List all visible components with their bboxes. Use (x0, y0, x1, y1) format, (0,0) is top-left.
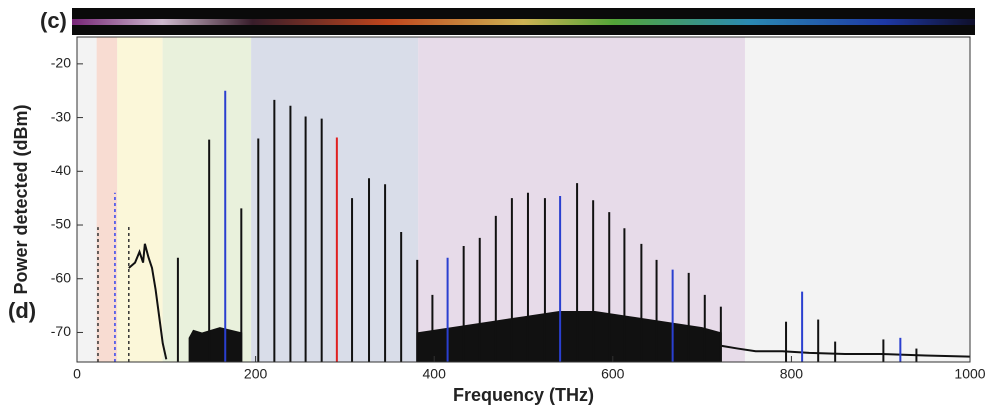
band (418, 37, 745, 362)
x-tick-label: 200 (244, 366, 268, 382)
trace (128, 243, 168, 360)
x-tick-label: 1000 (954, 366, 985, 382)
x-tick-label: 600 (601, 366, 625, 382)
y-tick-label: -30 (51, 108, 71, 124)
band (162, 37, 252, 362)
y-tick-label: -60 (51, 269, 71, 285)
y-tick-label: -70 (51, 323, 71, 339)
panel-label: (d) (8, 298, 36, 323)
spectrum-strip-light (72, 19, 975, 25)
panel-label: (c) (40, 8, 67, 33)
y-tick-label: -40 (51, 162, 71, 178)
band (117, 37, 163, 362)
band (96, 37, 118, 362)
y-tick-label: -50 (51, 216, 71, 232)
band (251, 37, 419, 362)
y-axis-title: Power detected (dBm) (11, 104, 31, 294)
y-tick-label: -20 (51, 55, 71, 71)
noise-floor (416, 310, 722, 362)
trace (721, 344, 971, 358)
x-axis-title: Frequency (THz) (453, 385, 594, 405)
x-tick-label: 400 (423, 366, 447, 382)
noise-floor (188, 327, 243, 362)
x-tick-label: 0 (73, 366, 81, 382)
x-tick-label: 800 (780, 366, 804, 382)
plot-frame (76, 36, 971, 363)
